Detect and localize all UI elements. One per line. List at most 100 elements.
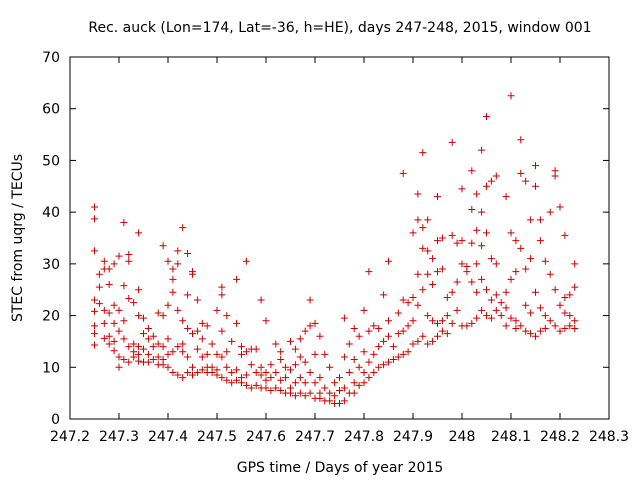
data-point [424, 340, 432, 348]
data-point [135, 350, 143, 358]
data-point [541, 257, 549, 265]
y-tick-label: 50 [42, 153, 60, 169]
data-point [184, 250, 192, 258]
data-point [522, 265, 530, 273]
data-point [91, 322, 98, 330]
data-point [100, 306, 108, 314]
data-point [385, 358, 392, 366]
data-point [527, 330, 535, 338]
data-point [247, 361, 255, 369]
data-point [247, 384, 255, 392]
data-point [409, 317, 417, 325]
data-point [443, 312, 451, 320]
data-point [272, 384, 280, 392]
y-tick-label: 0 [51, 412, 60, 428]
data-point [380, 361, 388, 369]
data-point [228, 379, 236, 387]
data-point [419, 332, 427, 340]
data-point [291, 345, 299, 353]
data-point [527, 255, 535, 263]
data-point [551, 286, 559, 294]
data-point [546, 317, 554, 325]
data-point [144, 358, 152, 366]
data-point [277, 376, 285, 384]
y-tick-label: 30 [42, 257, 60, 273]
data-point [336, 399, 343, 407]
data-point [399, 296, 407, 304]
data-point [272, 368, 280, 376]
data-point [110, 260, 118, 268]
data-point [223, 348, 231, 356]
data-point [252, 345, 260, 353]
data-point [120, 282, 128, 290]
data-point [130, 353, 138, 361]
data-point [532, 332, 539, 340]
data-point [105, 309, 113, 317]
data-point [208, 368, 216, 376]
data-point [551, 322, 559, 330]
data-point [149, 332, 157, 340]
data-point [458, 260, 466, 268]
data-point [350, 379, 358, 387]
data-point [561, 325, 569, 332]
data-point [115, 353, 123, 361]
data-point [316, 374, 324, 382]
data-point [238, 379, 245, 387]
data-point [527, 309, 535, 317]
data-point [189, 330, 196, 338]
y-tick-label: 20 [42, 309, 60, 325]
data-point [414, 301, 422, 309]
data-point [125, 295, 133, 303]
x-tick-label: 247.7 [295, 429, 335, 445]
data-point [164, 301, 172, 309]
data-point [174, 343, 182, 351]
data-point [502, 288, 510, 296]
data-point [316, 332, 324, 340]
data-point [184, 353, 192, 361]
data-point [458, 185, 466, 193]
data-point [340, 397, 348, 405]
data-point [340, 353, 348, 361]
data-point [561, 309, 569, 317]
data-point [154, 340, 162, 348]
data-point [385, 317, 392, 325]
data-point [262, 384, 270, 392]
data-point [193, 368, 201, 376]
data-point [512, 268, 520, 276]
data-point [483, 286, 490, 294]
data-point [169, 275, 177, 283]
data-point [277, 356, 285, 364]
data-point [174, 247, 182, 255]
data-point [135, 357, 143, 365]
data-point [414, 216, 422, 224]
data-point [130, 299, 138, 307]
x-tick-label: 247.2 [50, 429, 90, 445]
data-point [125, 358, 133, 366]
data-point [487, 255, 495, 263]
data-point [532, 182, 539, 190]
data-point [257, 296, 265, 304]
data-point [429, 337, 437, 345]
data-point [571, 317, 579, 325]
data-point [218, 291, 226, 299]
data-point [262, 376, 270, 384]
data-point [198, 319, 206, 327]
data-point [492, 306, 500, 314]
data-point [429, 281, 437, 289]
data-point [365, 268, 373, 276]
data-point [120, 335, 128, 343]
data-point [336, 387, 343, 395]
data-point [389, 343, 397, 351]
data-point [242, 257, 250, 265]
data-point [140, 314, 147, 322]
data-point [198, 335, 206, 343]
data-point [438, 317, 446, 325]
x-tick-label: 247.9 [393, 429, 433, 445]
data-point [424, 312, 432, 320]
x-tick-label: 248 [449, 429, 476, 445]
data-point [536, 216, 544, 224]
data-point [120, 218, 128, 226]
data-point [179, 317, 187, 325]
data-point [242, 381, 250, 389]
data-point [355, 381, 363, 389]
